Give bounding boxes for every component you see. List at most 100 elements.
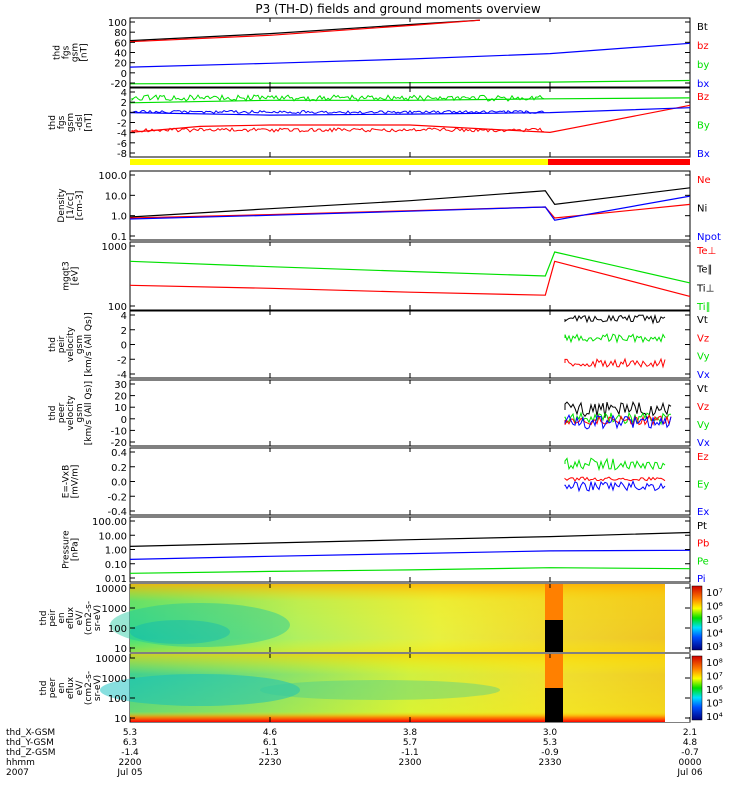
legend-Bz: Bz	[697, 92, 709, 103]
y-label-line: mgqt3	[62, 261, 72, 290]
y-label-line: thd	[48, 337, 58, 352]
y-tick-label: -4	[117, 129, 127, 140]
y-label-line: thd	[53, 45, 63, 60]
y-label-peir_spec: thd peir en eflux eV/(cm2-s-sr-eV)	[39, 601, 103, 635]
series-pressure-Pt	[129, 531, 691, 547]
legend-Ez: Ez	[697, 452, 709, 463]
y-tick-label: 20	[114, 59, 127, 70]
burst-peir_vel-green	[564, 333, 666, 344]
legend-bx: bx	[697, 79, 709, 90]
y-label-line: [km/s (All Qs)]	[84, 312, 94, 376]
series-temp-Ti∥	[129, 251, 691, 284]
y-label-line: velocity	[66, 395, 76, 431]
y-tick-label: 0	[121, 415, 127, 426]
x-row-value: -0.7	[681, 748, 699, 758]
peer-colorbar	[691, 655, 703, 721]
y-label-line: (cm2-s-	[84, 671, 94, 705]
y-tick-label: 10	[114, 644, 127, 655]
x-row-label: thd_X-GSM	[6, 728, 55, 738]
legends: Bt bz by bx Bz By Bx Ne Ni Npot Te⊥ Te∥ Ti⊥ Ti∥ Vt Vz Vy…	[696, 22, 721, 585]
figure-title: P3 (TH-D) fields and ground moments over…	[255, 2, 540, 16]
y-label-line: [1/cc]	[66, 193, 76, 219]
y-tick-label: 1000	[102, 604, 127, 615]
y-tick-label: 0	[121, 69, 127, 80]
y-label-line: thd	[39, 681, 49, 696]
x-row-value: 3.0	[543, 728, 558, 738]
burst-efield-red	[564, 476, 666, 482]
y-label-line: Density	[57, 188, 67, 223]
y-tick-label: 0	[121, 108, 127, 119]
x-row-label: thd_Z-GSM	[6, 748, 55, 758]
y-tick-label: 4	[121, 88, 127, 99]
y-label-line: E=-VxB	[62, 465, 72, 499]
colorbar-label: 10⁷	[706, 588, 723, 599]
burst-peir_vel-red	[564, 357, 666, 369]
legend-Vx: Vx	[697, 370, 710, 381]
x-row-value: Jul 06	[676, 768, 702, 778]
legend-Vz: Vz	[697, 402, 709, 413]
colorbar-label: 10⁷	[706, 672, 723, 683]
legend-Bx: Bx	[697, 149, 710, 160]
y-label-line: gsm	[75, 335, 85, 354]
burst-fgs_dsl-red	[131, 127, 545, 133]
y-label-line: [nPa]	[71, 538, 81, 561]
x-row-value: 2330	[539, 758, 562, 768]
legend-Ti∥: Ti∥	[696, 302, 711, 313]
y-tick-label: -8	[117, 149, 127, 160]
peir-colorbar	[691, 585, 703, 651]
y-tick-label: 0.10	[105, 560, 127, 571]
legend-Vy: Vy	[697, 420, 710, 431]
data-lines	[129, 19, 691, 574]
y-tick-label: 10000	[95, 654, 127, 665]
series-fgs_dsl-Bz	[129, 104, 691, 134]
y-tick-label: 30	[114, 380, 127, 391]
legend-Bt: Bt	[697, 22, 708, 33]
series-density-Npot	[129, 195, 691, 221]
colorbar-label: 10⁴	[706, 712, 723, 723]
colorbar-label: 10³	[706, 642, 723, 653]
y-label-line: [cm-3]	[75, 191, 85, 221]
y-label-line: thd	[39, 611, 49, 626]
y-tick-label: -2	[117, 119, 127, 130]
burst-fgs_dsl-blue	[131, 109, 545, 115]
legend-Ey: Ey	[697, 480, 709, 491]
legend-Pb: Pb	[697, 539, 709, 550]
panel-frame-efield	[129, 447, 691, 516]
y-tick-label: 0.4	[111, 448, 127, 459]
x-row-value: -1.3	[261, 748, 279, 758]
x-row-value: Jul 05	[116, 768, 142, 778]
burst-peir_vel-black	[564, 313, 666, 325]
y-tick-label: -20	[111, 79, 127, 90]
y-label-line: [nT]	[84, 113, 94, 131]
y-label-line: [mV/m]	[71, 465, 81, 499]
y-tick-label: 10.00	[98, 531, 127, 542]
x-row-value: 2.1	[683, 728, 697, 738]
legend-Pe: Pe	[697, 556, 709, 567]
legend-bz: bz	[697, 41, 709, 52]
legend-by: by	[697, 60, 709, 71]
y-label-line: Pressure	[62, 530, 72, 569]
y-label-peir_vel: thd peir velocity gsm [km/s (All Qs)]	[48, 312, 94, 376]
x-row-value: 5.3	[123, 728, 137, 738]
legend-Pi: Pi	[697, 574, 706, 585]
legend-Ex: Ex	[697, 507, 709, 518]
y-label-line: gsm	[71, 43, 81, 62]
series-fgs_dsl-Bx	[129, 107, 691, 116]
legend-Ti⊥: Ti⊥	[696, 283, 714, 294]
legend-Te⊥: Te⊥	[696, 246, 716, 257]
y-tick-label: 100.0	[98, 171, 127, 182]
y-label-fgs_dsl: thd fgs gsm -dsl [nT]	[48, 113, 94, 132]
y-label-temp: mgqt3 [eV]	[62, 261, 81, 290]
y-label-line: sr-eV)	[93, 605, 103, 631]
x-row-value: 4.8	[683, 738, 698, 748]
y-label-line: en	[57, 612, 67, 623]
legend-Vt: Vt	[697, 384, 708, 395]
series-fgs-bz	[129, 19, 481, 43]
y-tick-label: 100	[108, 18, 127, 29]
y-label-line: eV/	[75, 680, 85, 696]
colorbar-label: 10⁶	[706, 602, 723, 613]
y-tick-label: 4	[121, 311, 127, 322]
series-temp-Te⊥	[129, 260, 691, 297]
colorbar-label: 10⁸	[706, 658, 723, 669]
y-tick-label: 0.0	[111, 478, 127, 489]
